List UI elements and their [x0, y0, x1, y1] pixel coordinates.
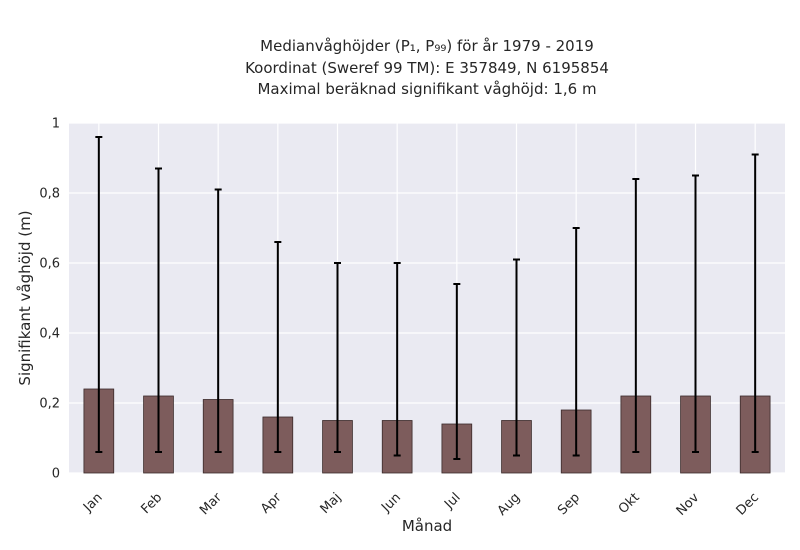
y-tick-label: 0,4	[39, 327, 60, 342]
y-tick-label: 0,2	[39, 397, 60, 412]
y-tick-labels: 0 0,2 0,4 0,6 0,8 1	[39, 117, 60, 482]
x-tick-label: Dec	[734, 490, 762, 518]
x-tick-label: Maj	[318, 490, 345, 517]
x-tick-label: Apr	[258, 490, 285, 517]
error-bars	[95, 136, 759, 460]
x-tick-label: Mar	[197, 490, 225, 518]
x-tick-label: Jun	[378, 490, 404, 516]
y-axis-label: Signifikant våghöjd (m)	[16, 210, 34, 385]
x-tick-label: Jul	[441, 490, 463, 512]
x-tick-label: Feb	[138, 490, 165, 517]
y-tick-label: 0,8	[39, 187, 60, 202]
chart-title-line-1: Medianvåghöjder (P₁, P₉₉) för år 1979 - …	[260, 37, 594, 55]
x-tick-label: Aug	[495, 490, 524, 519]
x-tick-label: Jan	[80, 490, 105, 515]
x-tick-label: Sep	[555, 490, 583, 518]
y-tick-label: 0,6	[39, 257, 60, 272]
x-tick-label: Nov	[674, 490, 703, 519]
x-tick-labels: Jan Feb Mar Apr Maj Jun Jul Aug Sep Okt Nov Dec	[80, 490, 762, 519]
y-tick-label: 1	[52, 117, 60, 132]
chart-title-line-2: Koordinat (Sweref 99 TM): E 357849, N 61…	[245, 59, 609, 77]
chart-title-line-3: Maximal beräknad signifikant våghöjd: 1,…	[257, 80, 596, 98]
plot-area	[69, 123, 785, 473]
x-axis-label: Månad	[402, 517, 452, 535]
x-tick-label: Okt	[616, 490, 643, 517]
y-tick-label: 0	[52, 467, 60, 482]
